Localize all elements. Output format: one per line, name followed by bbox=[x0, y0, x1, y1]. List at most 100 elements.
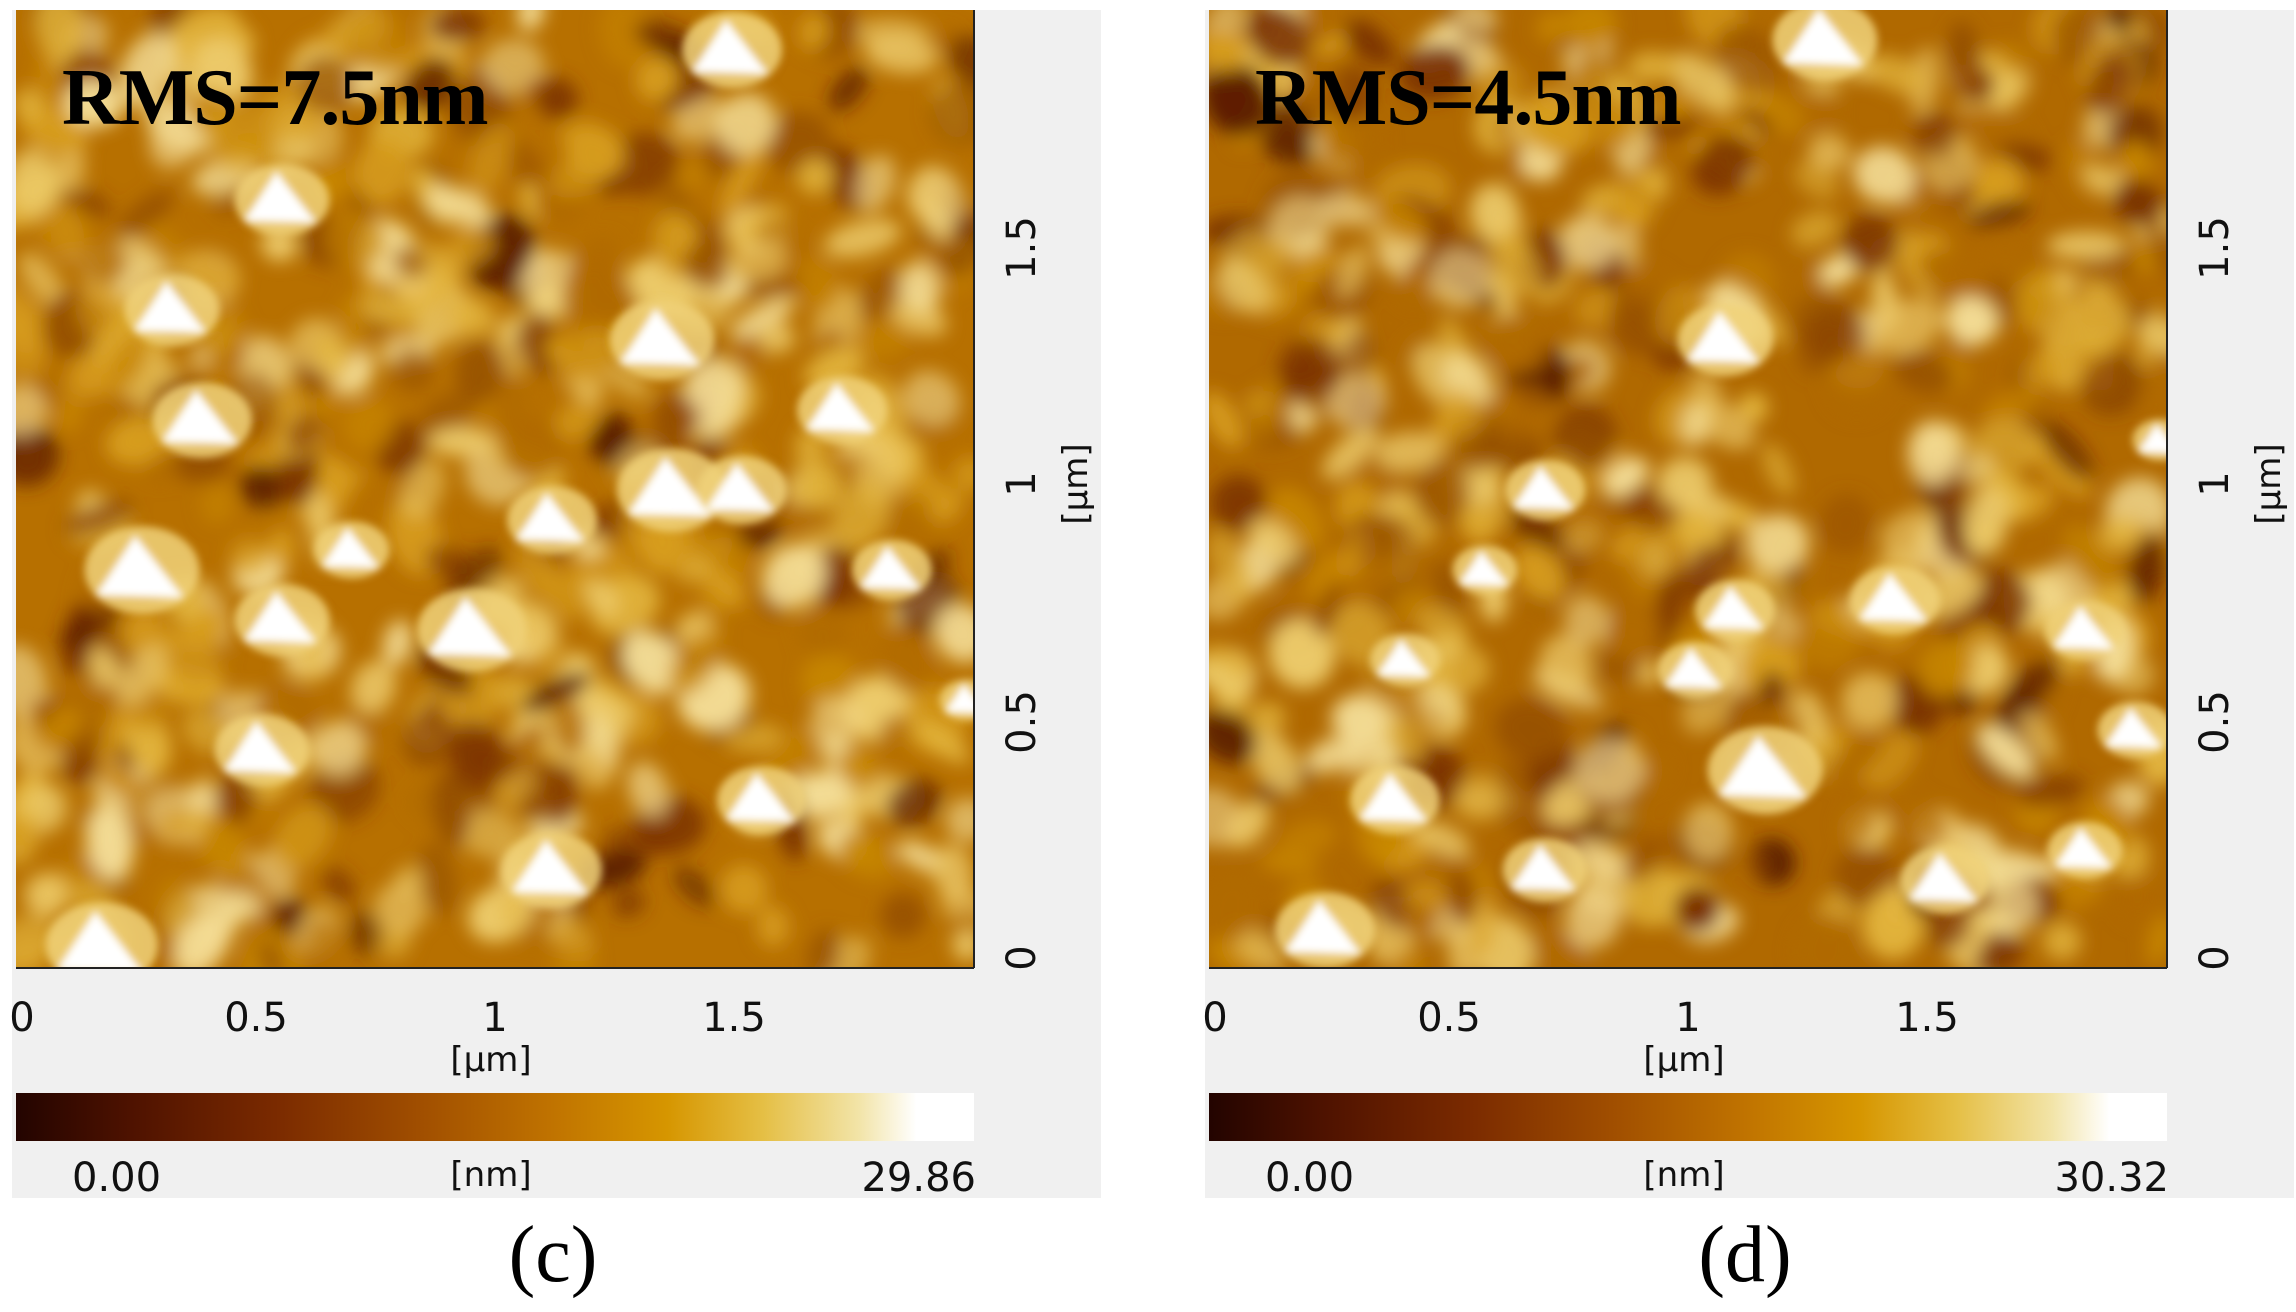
grain-peak bbox=[58, 911, 140, 968]
grain bbox=[1210, 475, 1267, 531]
grain bbox=[565, 126, 624, 181]
grain bbox=[1839, 803, 1877, 843]
grain bbox=[500, 416, 564, 480]
grain bbox=[1453, 10, 1498, 35]
grain bbox=[1485, 383, 1557, 439]
grain bbox=[1790, 292, 1846, 355]
grain bbox=[1834, 845, 1897, 909]
grain bbox=[505, 139, 551, 200]
grain bbox=[2098, 808, 2135, 852]
grain bbox=[200, 484, 235, 525]
grain bbox=[831, 480, 890, 553]
grain-peak bbox=[1909, 853, 1978, 902]
grain bbox=[1885, 788, 1949, 844]
grain bbox=[838, 831, 896, 879]
grain bbox=[1326, 375, 1388, 429]
grain-peak bbox=[1359, 773, 1428, 822]
grain-peak bbox=[1459, 550, 1509, 586]
grain bbox=[46, 704, 83, 744]
grain bbox=[899, 262, 940, 313]
grain-peak bbox=[1703, 586, 1764, 630]
grain-peak bbox=[726, 773, 795, 822]
grain bbox=[797, 609, 848, 657]
grain-peak bbox=[244, 171, 317, 223]
grain bbox=[621, 630, 683, 695]
grain bbox=[520, 672, 591, 714]
grain bbox=[16, 440, 51, 484]
grain bbox=[1919, 247, 1991, 305]
grain bbox=[449, 720, 504, 795]
grain bbox=[652, 395, 698, 439]
grain bbox=[878, 626, 935, 695]
grain-peak bbox=[2138, 423, 2167, 453]
grain bbox=[683, 357, 745, 419]
grain bbox=[16, 384, 47, 439]
grain bbox=[1268, 619, 1336, 689]
grain bbox=[272, 803, 333, 871]
grain bbox=[1509, 504, 1567, 553]
y-tick-0-5: 0.5 bbox=[999, 690, 1045, 754]
grain bbox=[885, 493, 936, 544]
grain bbox=[952, 930, 974, 961]
grain bbox=[858, 269, 904, 322]
grain bbox=[174, 913, 231, 968]
grain bbox=[1627, 51, 1680, 83]
x-tick-0: 0 bbox=[9, 995, 35, 1041]
grain-peak bbox=[516, 493, 585, 542]
grain bbox=[798, 12, 829, 51]
grain bbox=[2040, 420, 2094, 482]
grain bbox=[669, 218, 698, 252]
grain bbox=[54, 143, 86, 193]
grain bbox=[18, 252, 66, 308]
grain bbox=[612, 889, 646, 918]
grain bbox=[1605, 175, 1659, 230]
grain bbox=[945, 797, 974, 843]
x-axis-unit: [µm] bbox=[1643, 1040, 1725, 1080]
grain bbox=[1209, 62, 1272, 137]
grain bbox=[2016, 262, 2059, 333]
grain-peak bbox=[2055, 827, 2112, 868]
grain bbox=[392, 245, 428, 280]
grain bbox=[668, 631, 722, 696]
grain bbox=[720, 864, 769, 914]
grain-peak bbox=[1719, 735, 1807, 798]
colorbar-max-label: 30.32 bbox=[2054, 1155, 2169, 1201]
grain-peak bbox=[945, 683, 974, 713]
y-tick-1: 1 bbox=[999, 471, 1045, 497]
grain bbox=[1217, 259, 1268, 314]
y-tick-0-5: 0.5 bbox=[2192, 690, 2238, 754]
grain bbox=[228, 536, 269, 577]
grain bbox=[1602, 457, 1650, 496]
grain bbox=[1968, 569, 2032, 636]
grain-peak bbox=[1377, 639, 1431, 677]
grain bbox=[2115, 874, 2160, 924]
grain-peak bbox=[1687, 311, 1760, 363]
grain bbox=[36, 199, 89, 259]
grain bbox=[158, 634, 224, 706]
caption-d: (d) bbox=[1698, 1211, 1792, 1299]
grain bbox=[413, 389, 475, 450]
grain bbox=[1690, 369, 1723, 414]
grain bbox=[1841, 672, 1899, 730]
grain-peak bbox=[1511, 844, 1576, 891]
grain bbox=[497, 770, 537, 809]
grain bbox=[1336, 245, 1369, 299]
grain bbox=[64, 500, 135, 537]
grain bbox=[1955, 452, 1997, 484]
grain bbox=[342, 397, 396, 452]
grain bbox=[53, 400, 84, 433]
grain bbox=[1429, 248, 1491, 309]
grain bbox=[1622, 833, 1667, 883]
grain bbox=[2017, 706, 2059, 762]
grain bbox=[627, 761, 670, 819]
grain bbox=[447, 296, 496, 337]
grain-peak bbox=[706, 463, 775, 512]
grain bbox=[1563, 595, 1610, 647]
grain bbox=[807, 928, 840, 968]
grain bbox=[1494, 698, 1569, 762]
grain bbox=[672, 865, 716, 908]
grain bbox=[1259, 849, 1319, 877]
grain bbox=[914, 719, 970, 764]
grain bbox=[1925, 486, 1972, 556]
grain bbox=[798, 465, 843, 509]
